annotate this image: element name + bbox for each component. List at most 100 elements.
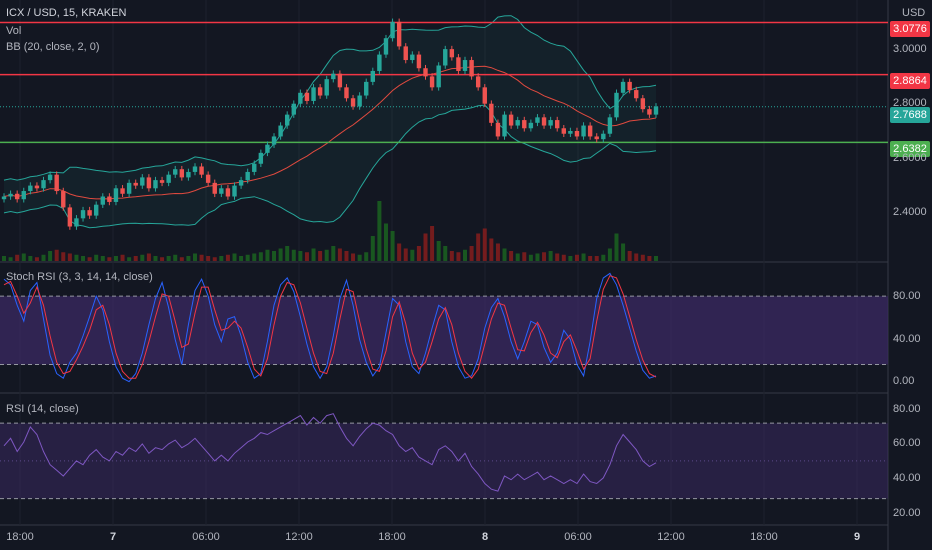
candle-body <box>508 114 514 126</box>
stoch-k-line <box>3 272 657 383</box>
candle-body <box>219 188 224 194</box>
price-axis-tick: 2.4000 <box>893 206 927 218</box>
candle-body <box>528 122 534 129</box>
volume-indicator-label[interactable]: Vol <box>6 25 22 37</box>
candle-body <box>495 122 501 137</box>
volume-bar <box>423 233 428 261</box>
volume-bar <box>219 256 224 261</box>
volume-bar <box>456 252 461 261</box>
volume-bar <box>502 248 507 261</box>
currency-button[interactable]: USD <box>902 7 926 19</box>
candle-body <box>396 21 402 47</box>
volume-bar <box>285 246 290 261</box>
volume-bar <box>113 256 118 261</box>
candle-body <box>8 193 13 197</box>
candle-body <box>462 60 468 71</box>
stoch-axis-tick: 80.00 <box>893 290 921 302</box>
candle-body <box>173 169 178 175</box>
candle-body <box>390 21 395 39</box>
rsi-indicator-label[interactable]: RSI (14, close) <box>6 403 79 415</box>
candle-body <box>146 177 152 189</box>
candle-body <box>199 166 204 175</box>
candle-body <box>594 136 599 140</box>
volume-bar <box>555 253 560 261</box>
volume-bar <box>153 256 158 261</box>
candle-body <box>94 204 99 216</box>
candle-body <box>515 120 520 126</box>
time-axis-tick: 18:00 <box>750 531 778 543</box>
volume-bar <box>265 249 270 261</box>
volume-bar <box>206 256 211 261</box>
candle-body <box>370 70 376 82</box>
candle-body <box>47 174 53 181</box>
candle-body <box>607 117 613 134</box>
volume-bar <box>463 249 468 261</box>
candle-body <box>364 81 369 96</box>
bollinger-indicator-label[interactable]: BB (20, close, 2, 0) <box>6 41 100 53</box>
candle-body <box>140 177 145 186</box>
volume-bar <box>568 256 573 261</box>
stoch-rsi-indicator-label[interactable]: Stoch RSI (3, 3, 14, 14, close) <box>6 271 153 283</box>
candle-body <box>653 106 659 115</box>
price-axis-tick: 2.6000 <box>893 152 927 164</box>
volume-bar <box>160 257 165 261</box>
symbol-title: ICX / USD, 15, KRAKEN <box>6 7 127 19</box>
candle-body <box>647 109 652 115</box>
volume-bar <box>383 223 388 261</box>
candle-body <box>640 98 646 110</box>
volume-bar <box>601 254 606 261</box>
price-axis-tick: 3.0000 <box>893 43 927 55</box>
volume-bar <box>647 256 652 261</box>
candle-body <box>159 180 165 183</box>
volume-bar <box>245 254 250 261</box>
candle-body <box>107 196 112 202</box>
volume-bar <box>107 257 112 261</box>
volume-bar <box>291 249 296 261</box>
candle-body <box>304 92 310 101</box>
volume-bar <box>81 256 86 261</box>
support-line-price-tag: 2.6382 <box>890 141 930 157</box>
candle-body <box>627 81 632 91</box>
candle-body <box>324 79 329 96</box>
candle-body <box>291 103 296 115</box>
volume-bar <box>2 256 6 261</box>
candle-body <box>192 166 198 172</box>
volume-bar <box>87 257 92 261</box>
volume-bar <box>100 256 105 261</box>
volume-bar <box>522 252 527 261</box>
volume-bar <box>54 249 59 261</box>
candle-body <box>436 65 441 88</box>
candle-body <box>587 125 593 137</box>
volume-bar <box>133 256 138 261</box>
price-axis-tick: 2.8000 <box>893 97 927 109</box>
candle-body <box>581 125 586 137</box>
candle-body <box>298 92 303 104</box>
volume-bar <box>41 254 46 261</box>
volume-bar <box>627 251 632 261</box>
time-axis-tick: 18:00 <box>6 531 34 543</box>
time-axis-tick: 12:00 <box>657 531 685 543</box>
volume-bar <box>304 252 309 261</box>
candle-body <box>502 114 507 137</box>
candle-body <box>28 185 33 192</box>
candle-body <box>561 128 566 134</box>
volume-bar <box>173 254 178 261</box>
volume-bar <box>351 253 356 261</box>
volume-bar <box>48 251 53 261</box>
volume-bar <box>561 254 566 261</box>
candle-body <box>634 90 639 99</box>
candle-body <box>482 87 487 104</box>
candle-body <box>469 60 474 77</box>
candle-body <box>120 188 125 194</box>
candle-body <box>14 193 20 200</box>
stoch-axis-tick: 0.00 <box>893 375 915 387</box>
candle-body <box>331 73 336 80</box>
volume-bar <box>324 249 329 261</box>
time-axis-tick: 9 <box>853 531 861 543</box>
candle-body <box>311 87 316 101</box>
candle-body <box>258 152 264 164</box>
volume-bar <box>535 253 540 261</box>
candle-body <box>555 120 560 129</box>
bollinger-basis <box>3 65 657 200</box>
